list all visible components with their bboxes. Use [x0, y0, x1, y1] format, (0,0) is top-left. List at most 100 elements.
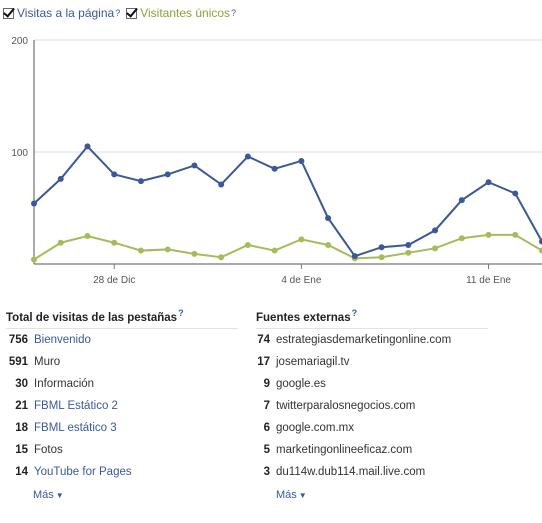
data-point-visits: [57, 175, 64, 182]
data-point-visits: [325, 215, 332, 222]
y-tick-label: 200: [11, 36, 28, 47]
tabs_section-count: 15: [15, 443, 28, 456]
sources-more-link[interactable]: Más ▼: [276, 488, 307, 501]
sources_section-row: 3 du114w.dub114.mail.live.com: [256, 461, 488, 483]
data-point-unique: [539, 247, 542, 254]
visits-help-icon[interactable]: ?: [115, 8, 121, 18]
tabs-visits-panel: Total de visitas de las pestañas? 756 Bie…: [6, 303, 238, 501]
unique-help-icon[interactable]: ?: [231, 8, 237, 18]
tabs_section-row: 14 YouTube for Pages: [6, 461, 238, 483]
tabs_section-row: 15 Fotos: [6, 439, 238, 461]
tabs-visits-title: Total de visitas de las pestañas?: [6, 303, 238, 329]
data-point-visits: [432, 227, 439, 234]
data-point-unique: [218, 254, 225, 261]
visits-line-chart: 200 100 28 de Dic 4 de Ene 11 de Ene: [11, 36, 542, 286]
tabs_section-label: Muro: [34, 355, 61, 368]
data-point-visits: [137, 178, 144, 185]
data-point-visits: [31, 200, 37, 207]
data-point-visits: [405, 241, 412, 248]
tabs_section-count: 18: [15, 421, 28, 434]
tabs_section-label[interactable]: FBML estático 3: [34, 421, 117, 434]
data-point-unique: [298, 236, 305, 243]
sources_section-count: 3: [263, 465, 270, 478]
tabs_section-row: 18 FBML estático 3: [6, 417, 238, 439]
tabs_section-count: 30: [15, 377, 28, 390]
tabs_section-label[interactable]: Bienvenido: [34, 333, 91, 346]
data-point-unique: [191, 250, 198, 257]
tabs_section-row: 30 Información: [6, 373, 238, 395]
x-tick-label: 28 de Dic: [93, 275, 135, 286]
sources_section-count: 6: [263, 421, 270, 434]
chart-legend: Visitas a la página ? Visitantes únicos …: [3, 6, 242, 20]
tabs_section-count: 14: [15, 465, 28, 478]
sources_section-label: google.com.mx: [276, 421, 354, 434]
sources_section-count: 5: [263, 443, 270, 456]
data-point-visits: [512, 190, 519, 197]
sources-help-icon[interactable]: ?: [351, 308, 358, 318]
tabs_section-row: 591 Muro: [6, 351, 238, 373]
sources_section-count: 7: [263, 399, 270, 412]
data-point-unique: [325, 241, 332, 248]
sources_section-label: twitterparalosnegocios.com: [276, 399, 416, 412]
data-point-visits: [218, 181, 225, 188]
tabs-help-icon[interactable]: ?: [178, 308, 184, 318]
unique-toggle[interactable]: Visitantes únicos ?: [126, 6, 236, 20]
unique-legend-label: Visitantes únicos: [140, 6, 231, 20]
data-point-unique: [485, 231, 492, 238]
tabs_section-count: 21: [15, 399, 28, 412]
series-line-visits: [33, 144, 542, 258]
tabs_section-label: Fotos: [34, 443, 63, 456]
sources_section-count: 17: [257, 355, 270, 368]
external-sources-panel: Fuentes externas? 74 estrategiasdemarketi…: [256, 303, 488, 501]
data-point-unique: [378, 254, 385, 261]
data-point-visits: [458, 197, 465, 204]
data-point-visits: [111, 171, 118, 178]
external-sources-title: Fuentes externas?: [256, 303, 488, 329]
tabs_section-row: 21 FBML Estático 2: [6, 395, 238, 417]
tabs_section-label[interactable]: YouTube for Pages: [34, 465, 132, 478]
sources_section-count: 9: [263, 377, 270, 390]
x-tick-label: 11 de Ene: [466, 275, 511, 286]
sources_section-row: 17 josemariagil.tv: [256, 351, 488, 373]
data-point-unique: [271, 247, 278, 254]
data-point-unique: [405, 249, 412, 256]
tabs_section-label[interactable]: FBML Estático 2: [34, 399, 118, 412]
sources_section-count: 74: [257, 333, 270, 346]
sources_section-label: du114w.dub114.mail.live.com: [276, 465, 426, 478]
data-point-unique: [57, 239, 64, 246]
tabs-more-link[interactable]: Más ▼: [33, 488, 64, 501]
tabs_section-count: 756: [8, 333, 28, 346]
sources_section-label: estrategiasdemarketingonline.com: [276, 333, 452, 346]
data-point-unique: [432, 245, 439, 252]
data-point-visits: [191, 162, 198, 169]
data-point-visits: [298, 157, 305, 164]
data-point-unique: [458, 235, 465, 242]
visits-toggle[interactable]: Visitas a la página ?: [3, 6, 120, 20]
y-tick-label: 100: [11, 148, 28, 159]
unique-checkbox[interactable]: [126, 7, 138, 19]
sources_section-label: josemariagil.tv: [276, 355, 350, 368]
data-point-visits: [271, 165, 278, 172]
data-point-visits: [351, 253, 358, 260]
data-point-unique: [84, 233, 91, 239]
data-point-unique: [31, 256, 37, 263]
tabs-visits-list: 756 Bienvenido 591 Muro 30 Información 21 FBML …: [6, 329, 238, 483]
tabs_section-count: 591: [8, 355, 28, 368]
data-point-visits: [378, 244, 385, 251]
visits-legend-label: Visitas a la página: [17, 6, 115, 20]
tabs_section-label: Información: [34, 377, 95, 390]
sources_section-row: 6 google.com.mx: [256, 417, 488, 439]
tabs_section-row: 756 Bienvenido: [6, 329, 238, 351]
data-point-visits: [164, 171, 171, 178]
data-point-visits: [244, 153, 251, 160]
sources_section-label: marketingonlineeficaz.com: [276, 443, 413, 456]
data-point-unique: [111, 239, 118, 246]
data-point-visits: [84, 143, 91, 150]
visits-checkbox[interactable]: [3, 7, 14, 19]
data-point-unique: [512, 231, 519, 238]
sources_section-row: 74 estrategiasdemarketingonline.com: [256, 329, 488, 351]
series-line-unique: [33, 233, 542, 261]
sources_section-label: google.es: [276, 377, 326, 390]
data-point-visits: [539, 238, 542, 245]
data-point-unique: [164, 246, 171, 253]
